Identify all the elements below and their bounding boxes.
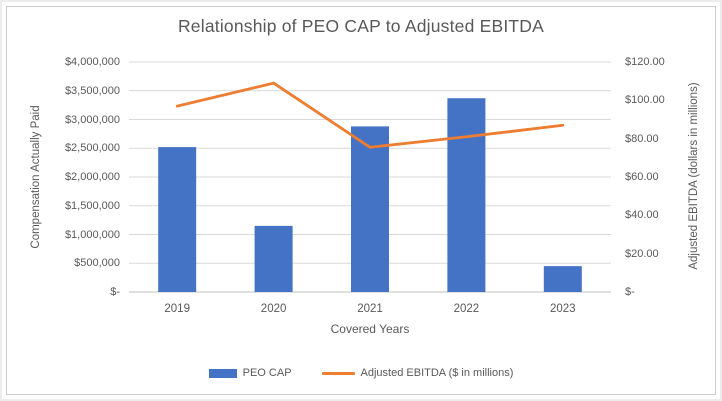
legend-bar-swatch [208, 368, 237, 378]
bar-2020 [254, 225, 293, 292]
ebitda-line [175, 81, 565, 149]
chart-title: Relationship of PEO CAP to Adjusted EBIT… [177, 16, 545, 36]
x-category-label-2019: 2019 [164, 303, 190, 315]
right-tick-label: $- [625, 286, 635, 298]
right-tick-label: $120.00 [625, 56, 665, 68]
right-tick-label: $40.00 [625, 209, 659, 222]
x-axis-title: Covered Years [330, 322, 410, 336]
left-tick-label: $500,000 [74, 257, 120, 270]
bar-2019 [158, 147, 197, 292]
left-tick-label: $1,000,000 [64, 228, 120, 241]
left-tick-label: $2,000,000 [64, 171, 120, 183]
left-tick-label: $1,500,000 [64, 199, 120, 212]
left-tick-label: $- [110, 286, 120, 298]
x-category-label-2020: 2020 [260, 303, 287, 315]
x-category-label-2022: 2022 [453, 303, 480, 315]
legend-item: PEO CAP [208, 367, 292, 379]
left-tick-label: $3,500,000 [64, 84, 120, 97]
left-tick-label: $2,500,000 [64, 142, 120, 155]
left-tick-label: $4,000,000 [64, 56, 120, 68]
right-tick-label: $60.00 [625, 171, 659, 183]
right-tick-label: $100.00 [625, 94, 665, 107]
chart-legend: PEO CAP Adjusted EBITDA ($ in millions) [0, 363, 722, 383]
bar-2022 [447, 98, 486, 292]
legend-line-swatch [321, 371, 355, 375]
bar-2021 [351, 126, 389, 293]
chart-frame [6, 6, 716, 395]
legend-item: Adjusted EBITDA ($ in millions) [321, 367, 514, 379]
x-category-label-2023: 2023 [550, 303, 576, 315]
legend-label: PEO CAP [242, 367, 292, 379]
left-tick-label: $3,000,000 [64, 113, 120, 126]
bar-2023 [543, 266, 582, 292]
legend-label: Adjusted EBITDA ($ in millions) [360, 367, 514, 379]
right-tick-label: $20.00 [625, 247, 659, 260]
right-tick-label: $80.00 [625, 132, 659, 145]
x-category-label-2021: 2021 [357, 303, 383, 315]
